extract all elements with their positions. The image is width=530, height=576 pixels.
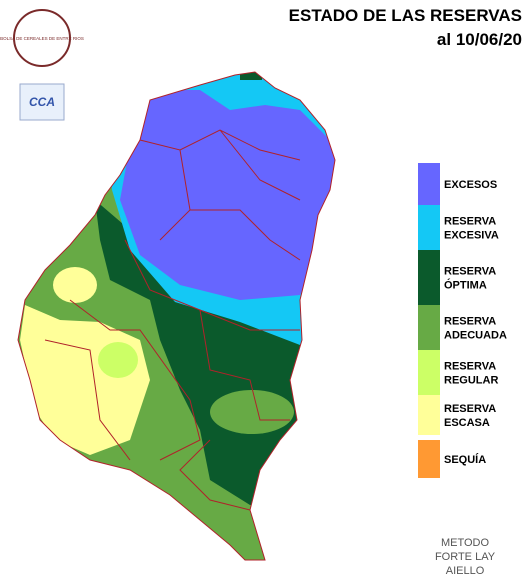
method-line: AIELLO bbox=[446, 565, 485, 576]
legend-label: REGULAR bbox=[444, 375, 498, 387]
method-line: FORTE LAY bbox=[435, 551, 496, 563]
legend-label: EXCESOS bbox=[444, 179, 497, 191]
logo bbox=[13, 9, 71, 67]
method-note: METODO FORTE LAY AIELLO bbox=[435, 537, 496, 576]
legend-label: ÓPTIMA bbox=[444, 279, 487, 292]
legend-swatch bbox=[418, 350, 440, 395]
legend: EXCESOSRESERVAEXCESIVARESERVAÓPTIMARESER… bbox=[418, 163, 507, 478]
province-map bbox=[18, 72, 335, 560]
badge-text: CCA bbox=[29, 95, 55, 109]
legend-swatch bbox=[418, 163, 440, 205]
legend-label: RESERVA bbox=[444, 316, 496, 328]
method-line: METODO bbox=[441, 537, 490, 549]
zone-regular bbox=[98, 342, 138, 378]
legend-swatch bbox=[418, 305, 440, 350]
legend-label: RESERVA bbox=[444, 403, 496, 415]
legend-swatch bbox=[418, 440, 440, 478]
legend-label: EXCESIVA bbox=[444, 230, 499, 242]
legend-swatch bbox=[418, 205, 440, 250]
legend-swatch bbox=[418, 250, 440, 305]
legend-label: ESCASA bbox=[444, 417, 490, 429]
legend-label: RESERVA bbox=[444, 361, 496, 373]
province-outline bbox=[17, 71, 336, 561]
legend-label: RESERVA bbox=[444, 266, 496, 278]
legend-label: RESERVA bbox=[444, 216, 496, 228]
legend-label: ADECUADA bbox=[444, 330, 507, 342]
title: ESTADO DE LAS RESERVAS bbox=[289, 6, 522, 25]
badge bbox=[19, 83, 65, 121]
zone-escasa bbox=[53, 267, 97, 303]
logo-text: BOLSA DE CEREALES DE ENTRE RIOS bbox=[0, 36, 84, 41]
date: al 10/06/20 bbox=[437, 30, 522, 49]
zone-adecuada bbox=[210, 390, 294, 434]
legend-swatch bbox=[418, 395, 440, 435]
legend-label: SEQUÍA bbox=[444, 453, 486, 466]
zone-excesos bbox=[120, 90, 335, 300]
